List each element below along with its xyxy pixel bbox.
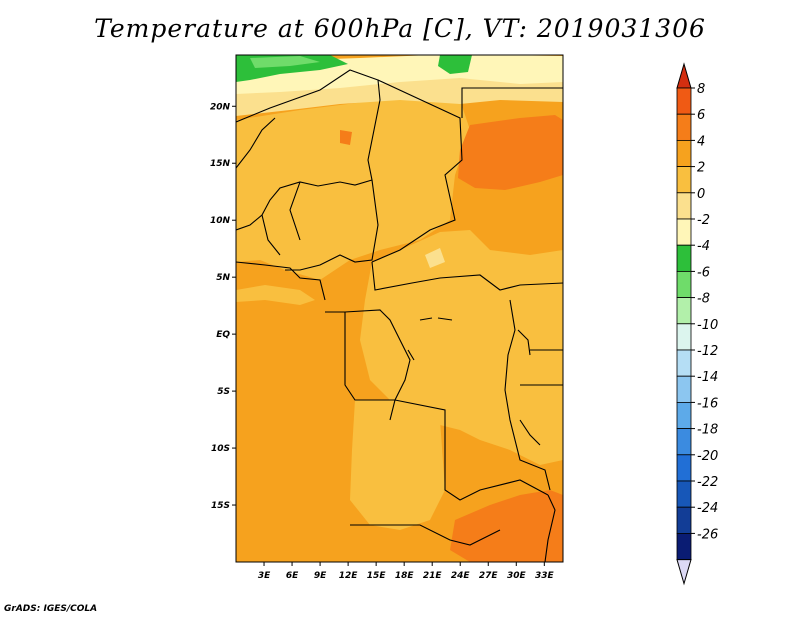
y-tick-label: 5S [217,387,230,397]
colorbar-level-label: -4 [697,239,710,254]
x-tick-label: 18E [395,571,415,581]
temperature-region-minus8-minus6 [250,56,320,68]
border-egypt-sudan [461,87,563,118]
colorbar-level-label: -22 [697,475,718,490]
colorbar-level-label: -26 [697,527,718,542]
y-tick-label: 20N [210,102,231,112]
border-nigeria-internal [261,181,301,256]
border-namibia [350,524,501,546]
y-tick-label: 15N [210,159,231,169]
map-title: Temperature at 600hPa [C], VT: 201903130… [94,14,706,43]
temperature-region-0-2-north [236,100,470,280]
colorbar-swatch [676,375,692,403]
colorbar-swatch [676,192,692,220]
x-tick-label: 30E [507,571,527,581]
border-nigeria-coast [236,261,326,301]
map-frame [235,54,564,563]
x-tick-label: 12E [339,571,359,581]
colorbar-level-label: -6 [697,265,710,280]
colorbar-swatch [676,270,692,298]
border-great-lakes [504,299,551,491]
x-tick-label: 9E [314,571,327,581]
colorbar-level-label: 8 [697,82,705,97]
colorbar-level-label: 0 [697,187,705,202]
x-tick-label: 27E [479,571,499,581]
country-borders [236,69,563,562]
lake-outlines [517,329,541,446]
colorbar-level-label: 4 [697,134,705,149]
border-chad-sudan [371,79,463,263]
colorbar-swatch [676,454,692,482]
y-tick-label: 5N [216,273,230,283]
colorbar-level-label: -14 [697,370,718,385]
border-mali [236,117,276,169]
colorbar-level-label: -2 [697,213,710,228]
colorbar-swatch [676,87,692,115]
colorbar-level-label: -18 [697,423,718,438]
x-tick-label: 21E [423,571,443,581]
x-tick-label: 33E [535,571,555,581]
y-tick-label: 10S [211,444,230,454]
x-axis-ticks: 3E 6E 9E 12E 15E 18E 21E 24E 27E 30E 33E [258,562,555,581]
border-mozambique [544,494,556,562]
colorbar-swatch [676,139,692,167]
temperature-region-4-6-southeast [450,490,563,562]
grads-credit: GrADS: IGES/COLA [4,604,98,614]
colorbar-level-label: -16 [697,396,718,411]
x-tick-label: 3E [258,571,271,581]
x-tick-label: 15E [367,571,387,581]
colorbar-swatch [676,349,692,377]
colorbar-swatch [676,428,692,456]
temperature-region-0-2-south [350,400,445,530]
colorbar-swatch [676,533,692,561]
colorbar-level-label: 2 [697,161,705,176]
colorbar-swatch [676,323,692,351]
temperature-region-minus2-0-spot [425,248,445,268]
temperature-region-4-6-spot [340,130,352,145]
colorbar-arrow-up [676,62,692,89]
river-congo-marks [407,317,453,361]
temperature-region-minus6-minus4-east [438,55,472,74]
colorbar-swatch [676,297,692,325]
colorbar-arrow-down [676,559,692,586]
temperature-region-4-6-northeast [458,115,563,190]
colorbar-swatch [676,113,692,141]
colorbar: 8 6 4 2 0 -2 -4 -6 -8 -10 -12 -14 -16 -18 -20 -22 -24 -26 [676,62,718,586]
border-congo-drc [325,309,411,421]
colorbar-swatch [676,401,692,429]
colorbar-swatch [676,166,692,194]
x-tick-label: 24E [451,571,471,581]
temperature-field [236,55,563,562]
colorbar-level-label: -8 [697,292,710,307]
y-tick-label: 10N [210,216,231,226]
border-west-africa [236,179,373,231]
border-angola-zambia [344,312,549,501]
y-tick-label: EQ [216,330,230,340]
colorbar-level-label: -24 [697,501,718,516]
y-axis-ticks: 20N 15N 10N 5N EQ 5S 10S 15S [210,102,236,511]
temperature-region-0-2-coast [236,285,315,305]
colorbar-level-label: -12 [697,344,718,359]
colorbar-swatch [676,218,692,246]
x-tick-label: 6E [286,571,299,581]
y-tick-label: 15S [211,501,230,511]
colorbar-swatch [676,480,692,508]
colorbar-level-label: -10 [697,318,718,333]
colorbar-level-label: 6 [697,108,705,123]
border-car-south [371,261,563,291]
border-east-africa [520,349,563,386]
colorbar-swatch [676,506,692,534]
colorbar-level-label: -20 [697,449,718,464]
colorbar-swatch [676,244,692,272]
